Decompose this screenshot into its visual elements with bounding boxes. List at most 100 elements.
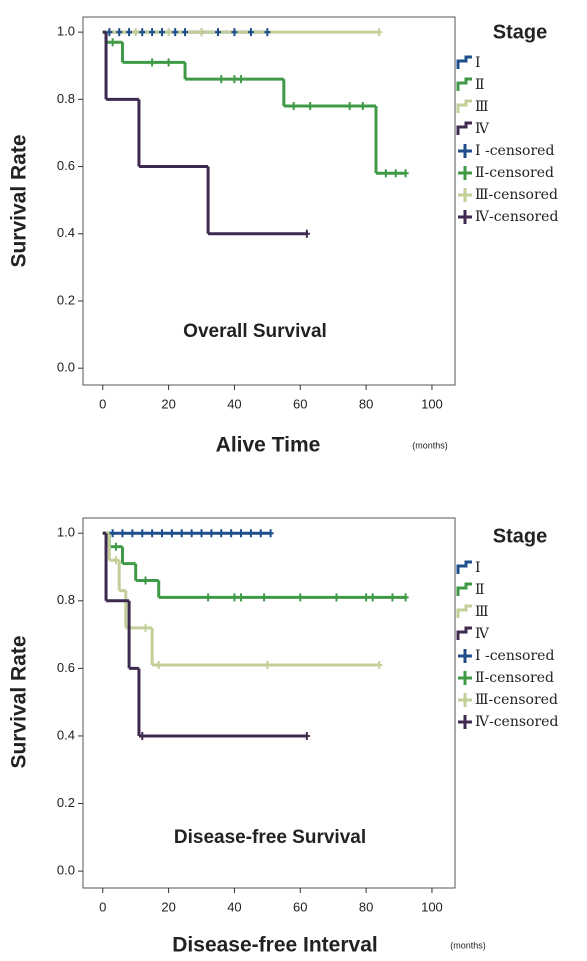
censor-mark: [389, 593, 396, 602]
x-axis-label: Alive Time: [216, 434, 321, 457]
y-tick-label: 1.0: [57, 525, 75, 540]
censor-mark: [139, 731, 146, 740]
censor-mark: [238, 529, 245, 538]
censor-mark: [126, 28, 133, 37]
y-tick-label: 0.8: [57, 592, 75, 607]
censor-mark: [132, 28, 139, 37]
y-axis-label: Survival Rate: [8, 635, 31, 768]
legend-swatch: [458, 210, 472, 224]
legend-label: Ⅰ -censored: [475, 143, 554, 159]
legend-swatch: [458, 671, 472, 685]
censor-mark: [182, 28, 189, 37]
censor-mark: [218, 75, 225, 84]
legend-swatch: [456, 582, 472, 596]
x-tick-label: 100: [421, 899, 443, 914]
y-tick-label: 0.2: [57, 292, 75, 307]
legend-label: Ⅱ: [475, 77, 485, 93]
censor-mark: [129, 529, 136, 538]
censor-mark: [116, 28, 123, 37]
x-tick-label: 60: [293, 396, 307, 411]
censor-mark: [214, 28, 221, 37]
legend-swatch: [456, 77, 472, 91]
censor-mark: [139, 28, 146, 37]
censor-mark: [198, 28, 205, 37]
censor-mark: [376, 660, 383, 669]
censor-mark: [238, 75, 245, 84]
censor-mark: [155, 660, 162, 669]
legend-label: Ⅲ-censored: [475, 692, 558, 708]
legend-swatch: [458, 166, 472, 180]
chart: 0.0 0.2 0.4 0.6 0.8 1.0 0 20 40 60 80 100 Disease-fr…: [8, 517, 558, 957]
legend-label: Ⅳ-censored: [475, 209, 558, 225]
legend-swatch: [456, 560, 472, 574]
censor-mark: [119, 529, 126, 538]
x-tick-label: 40: [227, 396, 241, 411]
censor-mark: [402, 169, 409, 178]
censor-mark: [238, 593, 245, 602]
legend-label: Ⅰ: [475, 560, 481, 576]
chart-title: Overall Survival: [183, 321, 327, 342]
x-axis-label: Disease-free Interval: [172, 934, 377, 957]
censor-mark: [198, 529, 205, 538]
x-axis-unit: (months): [412, 440, 448, 450]
censor-mark: [297, 593, 304, 602]
legend-label: Ⅱ-censored: [475, 165, 554, 181]
censor-mark: [247, 28, 254, 37]
legend-label: Ⅱ-censored: [475, 670, 554, 686]
censor-mark: [247, 529, 254, 538]
y-tick-label: 0.4: [57, 727, 75, 742]
censor-mark: [267, 529, 274, 538]
censor-mark: [109, 529, 116, 538]
x-tick-label: 100: [421, 396, 443, 411]
x-tick-label: 80: [359, 396, 373, 411]
censor-mark: [363, 593, 370, 602]
legend-label: Ⅱ: [475, 582, 485, 598]
censor-mark: [382, 169, 389, 178]
legend-title: Stage: [493, 21, 547, 43]
censor-mark: [307, 102, 314, 111]
legend-swatch: [458, 144, 472, 158]
censor-mark: [165, 28, 172, 37]
x-tick-label: 60: [293, 899, 307, 914]
legend-label: Ⅳ-censored: [475, 714, 558, 730]
legend-swatch: [456, 99, 472, 113]
chart-title: Disease-free Survival: [174, 827, 366, 848]
censor-mark: [208, 529, 215, 538]
legend-label: Ⅰ -censored: [475, 648, 554, 664]
censor-mark: [359, 102, 366, 111]
censor-mark: [142, 623, 149, 632]
y-tick-label: 0.0: [57, 360, 75, 375]
censor-mark: [149, 28, 156, 37]
censor-mark: [165, 58, 172, 67]
legend-swatch: [456, 121, 472, 135]
chart: 0.0 0.2 0.4 0.6 0.8 1.0 0 20 40 60 80 100 Overall Su…: [8, 16, 558, 457]
censor-mark: [264, 28, 271, 37]
legend-label: Ⅳ: [475, 121, 490, 137]
legend-swatch: [458, 715, 472, 729]
y-tick-label: 0.0: [57, 863, 75, 878]
x-tick-label: 20: [161, 899, 175, 914]
censor-mark: [392, 169, 399, 178]
censor-mark: [303, 731, 310, 740]
censor-mark: [205, 593, 212, 602]
legend-swatch: [456, 626, 472, 640]
censor-mark: [112, 542, 119, 551]
censor-mark: [290, 102, 297, 111]
censor-mark: [142, 576, 149, 585]
censor-mark: [303, 229, 310, 238]
x-tick-label: 0: [99, 899, 106, 914]
censor-mark: [109, 38, 116, 47]
censor-mark: [261, 593, 268, 602]
x-tick-label: 80: [359, 899, 373, 914]
censor-mark: [112, 556, 119, 565]
y-tick-label: 0.6: [57, 660, 75, 675]
y-tick-label: 1.0: [57, 24, 75, 39]
legend-swatch: [458, 649, 472, 663]
legend-label: Ⅳ: [475, 626, 490, 642]
censor-mark: [172, 28, 179, 37]
censor-mark: [333, 593, 340, 602]
x-tick-label: 0: [99, 396, 106, 411]
y-tick-label: 0.6: [57, 158, 75, 173]
y-tick-label: 0.8: [57, 91, 75, 106]
x-axis-unit: (months): [450, 940, 486, 950]
